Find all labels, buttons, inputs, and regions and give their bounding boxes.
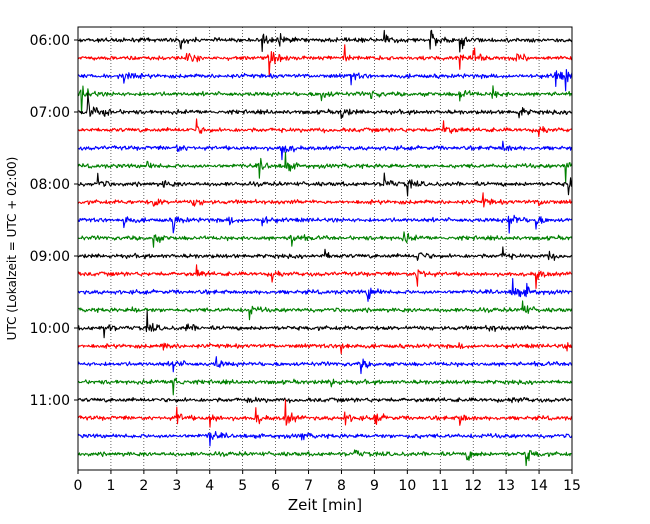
x-tick-label: 15 bbox=[563, 478, 581, 494]
x-tick-label: 0 bbox=[74, 478, 83, 494]
y-tick-label: 11:00 bbox=[30, 393, 70, 409]
y-tick-label: 08:00 bbox=[30, 177, 70, 193]
x-tick-label: 6 bbox=[271, 478, 280, 494]
x-tick-label: 5 bbox=[238, 478, 247, 494]
x-tick-label: 10 bbox=[398, 478, 416, 494]
x-tick-label: 2 bbox=[139, 478, 148, 494]
x-tick-label: 3 bbox=[172, 478, 181, 494]
x-tick-label: 11 bbox=[431, 478, 449, 494]
tick-layer: 0 1 2 3 4 5 6 7 8 9 10 11 12 13 14 1506:0007:0008:0009:… bbox=[30, 33, 581, 494]
trace-0615 bbox=[77, 44, 573, 78]
trace-0900 bbox=[77, 246, 573, 261]
trace-1100 bbox=[77, 396, 573, 404]
trace-0730 bbox=[77, 140, 573, 161]
trace-0645 bbox=[77, 85, 573, 115]
trace-0715 bbox=[77, 118, 573, 138]
x-tick-label: 8 bbox=[337, 478, 346, 494]
x-axis-label: Zeit [min] bbox=[288, 496, 362, 514]
plot-frame bbox=[77, 26, 573, 471]
y-tick-label: 09:00 bbox=[30, 249, 70, 265]
trace-0630 bbox=[77, 68, 573, 92]
trace-0800 bbox=[77, 172, 573, 197]
x-tick-label: 9 bbox=[370, 478, 379, 494]
trace-1045 bbox=[77, 377, 573, 396]
trace-0845 bbox=[77, 231, 573, 248]
x-tick-label: 14 bbox=[530, 478, 548, 494]
trace-1000 bbox=[77, 310, 573, 339]
y-axis-label: UTC (Lokalzeit = UTC + 02:00) bbox=[5, 157, 19, 341]
trace-1030 bbox=[77, 356, 573, 375]
trace-1115 bbox=[77, 399, 573, 428]
x-tick-label: 1 bbox=[106, 478, 115, 494]
trace-0745 bbox=[77, 151, 573, 184]
trace-1130 bbox=[77, 430, 573, 447]
trace-0815 bbox=[77, 192, 573, 208]
y-tick-label: 10:00 bbox=[30, 321, 70, 337]
x-tick-label: 7 bbox=[304, 478, 313, 494]
x-tick-label: 4 bbox=[205, 478, 214, 494]
x-tick-label: 13 bbox=[497, 478, 515, 494]
trace-layer bbox=[77, 29, 573, 467]
y-tick-label: 06:00 bbox=[30, 33, 70, 49]
y-tick-label: 07:00 bbox=[30, 105, 70, 121]
trace-0915 bbox=[77, 264, 573, 290]
trace-0600 bbox=[77, 29, 573, 53]
trace-1145 bbox=[77, 449, 573, 467]
trace-0930 bbox=[77, 278, 573, 302]
trace-1015 bbox=[77, 342, 573, 355]
trace-0945 bbox=[77, 300, 573, 321]
x-tick-label: 12 bbox=[464, 478, 482, 494]
trace-0700 bbox=[77, 92, 573, 120]
trace-0830 bbox=[77, 214, 573, 234]
